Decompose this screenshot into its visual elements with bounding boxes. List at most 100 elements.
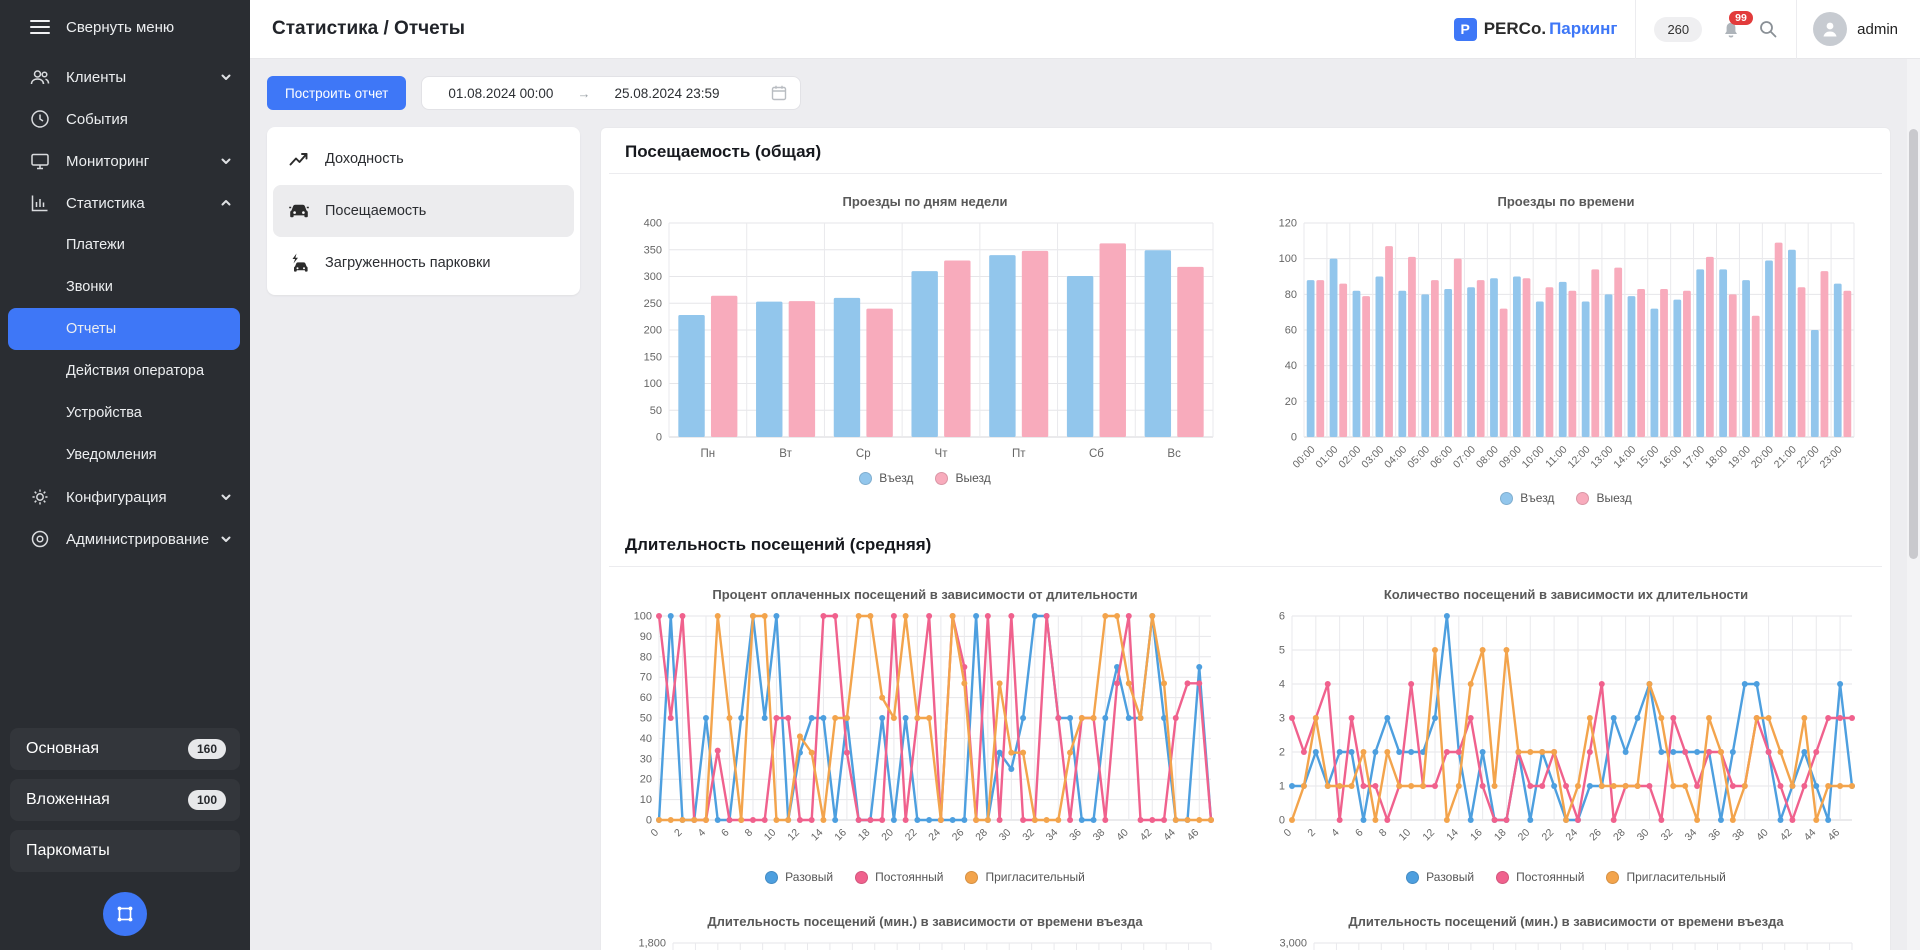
- sidebar-sub-label: Уведомления: [66, 447, 157, 463]
- svg-text:26: 26: [950, 827, 967, 844]
- notifications-button[interactable]: 99: [1720, 11, 1753, 40]
- svg-text:11:00: 11:00: [1543, 444, 1570, 471]
- sidebar-item-label: Статистика: [66, 194, 145, 212]
- sidebar-item-configuration[interactable]: Конфигурация: [0, 476, 250, 518]
- brand-name: PERCo.: [1483, 19, 1547, 38]
- collapse-menu-button[interactable]: Свернуть меню: [0, 6, 250, 48]
- brand-logo: P PERCo. Паркинг: [1453, 17, 1617, 41]
- svg-text:100: 100: [644, 378, 662, 390]
- legend-label: Постоянный: [875, 870, 944, 884]
- date-from-value[interactable]: 01.08.2024 00:00: [448, 85, 554, 101]
- svg-text:100: 100: [1279, 253, 1297, 265]
- build-report-button[interactable]: Построить отчет: [267, 76, 407, 110]
- counter-badge[interactable]: 260: [1654, 16, 1703, 42]
- svg-text:02:00: 02:00: [1336, 444, 1363, 471]
- svg-text:Пн: Пн: [701, 448, 716, 460]
- chart-title: Количество посещений в зависимости их дл…: [1383, 587, 1749, 602]
- scrollbar-track[interactable]: [1907, 59, 1920, 950]
- search-button[interactable]: [1758, 19, 1778, 39]
- svg-text:08:00: 08:00: [1474, 444, 1501, 471]
- chart-title: Длительность посещений (мин.) в зависимо…: [707, 914, 1143, 929]
- zone-parking-machines[interactable]: Паркоматы: [10, 830, 240, 872]
- sidebar-item-statistics[interactable]: Статистика: [0, 182, 250, 224]
- date-range-picker[interactable]: 01.08.2024 00:00 → 25.08.2024 23:59: [421, 76, 801, 110]
- svg-text:0: 0: [1282, 827, 1295, 840]
- svg-text:18: 18: [1492, 827, 1509, 844]
- svg-text:300: 300: [644, 271, 662, 283]
- report-types-panel: Доходность Посещаемость Загруженность па…: [267, 127, 580, 295]
- zone-main[interactable]: Основная 160: [10, 728, 240, 770]
- sidebar-item-events[interactable]: События: [0, 98, 250, 140]
- svg-text:09:00: 09:00: [1497, 444, 1524, 471]
- sidebar-item-monitoring[interactable]: Мониторинг: [0, 140, 250, 182]
- svg-text:20: 20: [640, 774, 652, 786]
- legend-item-Постоянный[interactable]: Постоянный: [1496, 870, 1584, 884]
- legend-item-Пригласительный[interactable]: Пригласительный: [1606, 870, 1726, 884]
- svg-text:Чт: Чт: [935, 448, 949, 460]
- monitor-icon: [30, 151, 56, 171]
- sidebar-item-devices[interactable]: Устройства: [0, 392, 250, 434]
- svg-text:8: 8: [742, 827, 755, 840]
- legend-label: Въезд: [1520, 491, 1555, 505]
- date-to-value[interactable]: 25.08.2024 23:59: [614, 85, 720, 101]
- svg-text:120: 120: [1279, 218, 1297, 230]
- sidebar-sub-label: Платежи: [66, 237, 125, 253]
- legend-item-Пригласительный[interactable]: Пригласительный: [965, 870, 1085, 884]
- sidebar-item-calls[interactable]: Звонки: [0, 266, 250, 308]
- svg-text:90: 90: [640, 631, 652, 643]
- sidebar-item-label: Клиенты: [66, 68, 127, 86]
- chart-legend: Въезд Выезд: [1266, 491, 1866, 505]
- calendar-icon[interactable]: [770, 84, 788, 102]
- legend-item-Разовый[interactable]: Разовый: [1406, 870, 1474, 884]
- svg-text:23:00: 23:00: [1818, 444, 1845, 471]
- sidebar-item-clients[interactable]: Клиенты: [0, 56, 250, 98]
- legend-color-dot: [765, 870, 779, 884]
- svg-text:28: 28: [973, 827, 990, 844]
- car-bolt-icon: [287, 252, 311, 274]
- legend-item-Въезд[interactable]: Въезд: [859, 471, 913, 485]
- svg-text:40: 40: [1114, 827, 1131, 844]
- svg-text:16: 16: [1468, 827, 1485, 844]
- user-menu[interactable]: admin: [1813, 12, 1898, 46]
- divider: [609, 173, 1882, 174]
- breadcrumb: Статистика / Отчеты: [272, 18, 466, 39]
- report-type-attendance-selected[interactable]: Посещаемость: [273, 185, 574, 237]
- sidebar-item-label: Конфигурация: [66, 488, 167, 506]
- legend-item-Выезд[interactable]: Выезд: [935, 471, 991, 485]
- report-type-label: Доходность: [325, 151, 404, 167]
- chart-trips-by-hour-canvas: 0 20 40 60 80 100 120 00:0001:0002:0003:0004:00…: [1279, 218, 1855, 471]
- zone-map-fab-button[interactable]: [103, 892, 147, 936]
- sidebar-item-notifications[interactable]: Уведомления: [0, 434, 250, 476]
- report-type-occupancy[interactable]: Загруженность парковки: [273, 237, 574, 289]
- frame-corners-icon: [117, 906, 133, 922]
- svg-text:80: 80: [1285, 289, 1297, 301]
- svg-text:07:00: 07:00: [1451, 444, 1478, 471]
- svg-text:10: 10: [1397, 827, 1414, 844]
- svg-text:22: 22: [1539, 827, 1556, 844]
- chevron-down-icon: [220, 155, 234, 167]
- svg-text:2: 2: [672, 827, 685, 840]
- burger-icon: [30, 19, 56, 35]
- svg-text:6: 6: [1353, 827, 1366, 840]
- legend-item-Постоянный[interactable]: Постоянный: [855, 870, 943, 884]
- svg-text:200: 200: [644, 325, 662, 337]
- sidebar-item-administration[interactable]: Администрирование: [0, 518, 250, 560]
- legend-item-Выезд[interactable]: Выезд: [1576, 491, 1632, 505]
- svg-text:24: 24: [1563, 827, 1580, 844]
- report-type-profitability[interactable]: Доходность: [273, 133, 574, 185]
- svg-text:46: 46: [1825, 827, 1842, 844]
- sidebar-item-payments[interactable]: Платежи: [0, 224, 250, 266]
- svg-text:18: 18: [856, 827, 873, 844]
- svg-text:46: 46: [1185, 827, 1202, 844]
- legend-item-Разовый[interactable]: Разовый: [765, 870, 833, 884]
- sidebar-item-reports-selected[interactable]: Отчеты: [8, 308, 240, 350]
- legend-label: Разовый: [785, 870, 834, 884]
- svg-text:30: 30: [640, 753, 652, 765]
- chevron-down-icon: [220, 533, 234, 545]
- sidebar-item-operator-actions[interactable]: Действия оператора: [0, 350, 250, 392]
- legend-item-Въезд[interactable]: Въезд: [1500, 491, 1554, 505]
- svg-text:05:00: 05:00: [1405, 444, 1432, 471]
- scrollbar-thumb[interactable]: [1909, 129, 1918, 559]
- zone-nested[interactable]: Вложенная 100: [10, 779, 240, 821]
